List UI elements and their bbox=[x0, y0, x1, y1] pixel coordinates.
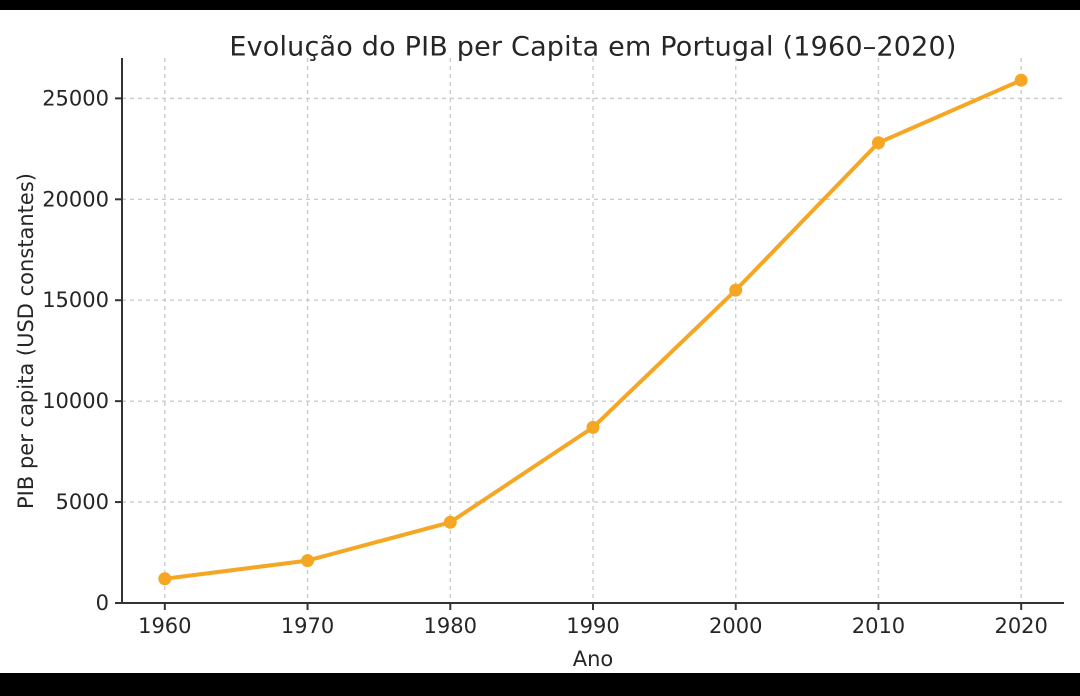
y-tick-label: 20000 bbox=[42, 187, 109, 211]
data-point bbox=[1014, 73, 1028, 87]
y-tick-label: 0 bbox=[96, 591, 109, 615]
y-tick-label: 15000 bbox=[42, 288, 109, 312]
x-tick-label: 1960 bbox=[138, 614, 191, 638]
x-tick-label: 2020 bbox=[994, 614, 1047, 638]
data-point bbox=[443, 515, 457, 529]
x-axis-label: Ano bbox=[572, 647, 614, 671]
data-point bbox=[158, 572, 172, 586]
x-tick-label: 1970 bbox=[281, 614, 334, 638]
x-tick-label: 1980 bbox=[424, 614, 477, 638]
x-tick-label: 1990 bbox=[566, 614, 619, 638]
x-tick-label: 2000 bbox=[709, 614, 762, 638]
chart-figure: Evolução do PIB per Capita em Portugal (… bbox=[0, 10, 1080, 673]
data-point bbox=[301, 554, 315, 568]
y-tick-label: 10000 bbox=[42, 389, 109, 413]
y-tick-label: 25000 bbox=[42, 86, 109, 110]
data-point bbox=[729, 283, 743, 297]
y-tick-label: 5000 bbox=[56, 490, 109, 514]
x-tick-label: 2010 bbox=[852, 614, 905, 638]
data-point bbox=[586, 420, 600, 434]
data-point bbox=[871, 136, 885, 150]
chart-title: Evolução do PIB per Capita em Portugal (… bbox=[229, 31, 957, 63]
